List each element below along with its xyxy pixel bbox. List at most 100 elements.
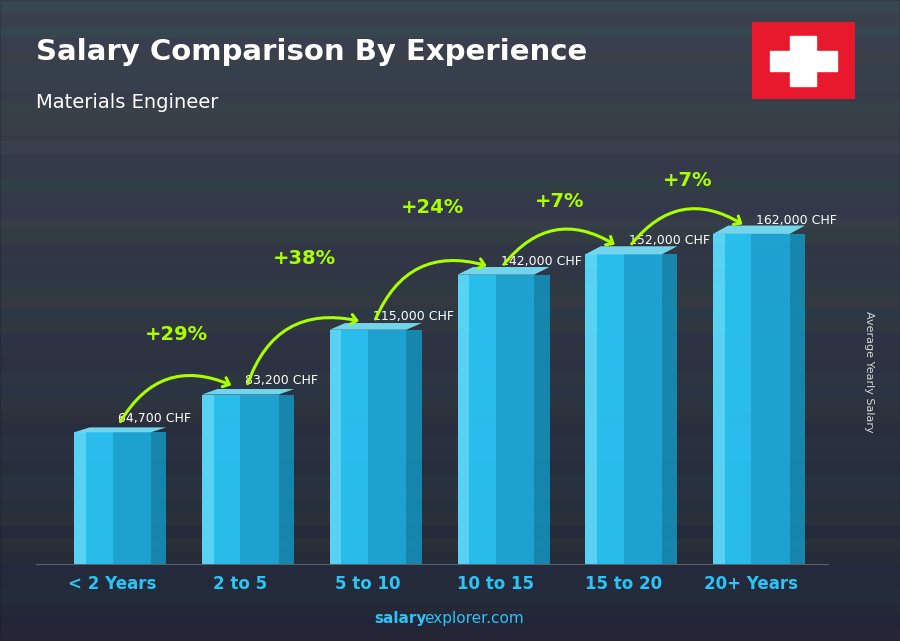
- Bar: [0, 0, 900, 13]
- Bar: [256, 394, 259, 564]
- Bar: [0, 128, 900, 141]
- Polygon shape: [585, 246, 678, 254]
- Bar: [755, 234, 759, 564]
- Bar: [728, 234, 733, 564]
- Bar: [469, 275, 473, 564]
- Polygon shape: [789, 234, 805, 564]
- Bar: [508, 275, 511, 564]
- Bar: [0, 244, 900, 256]
- Text: +24%: +24%: [400, 198, 464, 217]
- Bar: [140, 432, 143, 564]
- Bar: [0, 449, 900, 462]
- Bar: [380, 329, 383, 564]
- Bar: [0, 13, 900, 26]
- Bar: [0, 436, 900, 449]
- Bar: [399, 329, 402, 564]
- Text: +7%: +7%: [535, 192, 584, 211]
- Bar: [0, 410, 900, 423]
- Bar: [778, 234, 782, 564]
- Bar: [244, 394, 248, 564]
- Bar: [736, 234, 740, 564]
- Bar: [229, 394, 233, 564]
- Bar: [721, 234, 725, 564]
- Bar: [0, 564, 900, 577]
- Bar: [402, 329, 407, 564]
- Bar: [0, 115, 900, 128]
- Bar: [0, 487, 900, 500]
- Bar: [136, 432, 140, 564]
- Bar: [90, 432, 94, 564]
- Bar: [767, 234, 770, 564]
- Bar: [271, 394, 274, 564]
- Text: salary: salary: [374, 611, 427, 626]
- Bar: [101, 432, 105, 564]
- Bar: [786, 234, 789, 564]
- Text: explorer.com: explorer.com: [425, 611, 524, 626]
- Bar: [790, 36, 816, 86]
- Polygon shape: [407, 329, 422, 564]
- Polygon shape: [457, 267, 550, 275]
- Bar: [121, 432, 124, 564]
- Bar: [0, 51, 900, 64]
- Bar: [368, 329, 372, 564]
- Bar: [654, 254, 658, 564]
- Bar: [503, 275, 508, 564]
- Bar: [274, 394, 279, 564]
- Bar: [605, 254, 608, 564]
- Bar: [0, 141, 900, 154]
- Bar: [221, 394, 225, 564]
- Text: 152,000 CHF: 152,000 CHF: [629, 234, 710, 247]
- Bar: [627, 254, 631, 564]
- Bar: [585, 254, 590, 564]
- Bar: [0, 205, 900, 218]
- Text: +29%: +29%: [145, 325, 208, 344]
- Bar: [590, 254, 593, 564]
- Bar: [740, 234, 743, 564]
- Bar: [131, 432, 136, 564]
- Bar: [0, 90, 900, 103]
- Bar: [608, 254, 612, 564]
- Text: 115,000 CHF: 115,000 CHF: [374, 310, 454, 322]
- Polygon shape: [279, 394, 294, 564]
- Bar: [770, 234, 774, 564]
- Bar: [0, 179, 900, 192]
- Bar: [477, 275, 481, 564]
- Bar: [233, 394, 237, 564]
- Bar: [616, 254, 620, 564]
- Bar: [733, 234, 736, 564]
- Bar: [218, 394, 221, 564]
- Text: +7%: +7%: [662, 171, 712, 190]
- Bar: [763, 234, 767, 564]
- Bar: [109, 432, 112, 564]
- Bar: [0, 628, 900, 641]
- Polygon shape: [329, 323, 422, 329]
- Bar: [0, 538, 900, 551]
- Bar: [646, 254, 651, 564]
- Bar: [383, 329, 387, 564]
- Bar: [143, 432, 147, 564]
- Text: 64,700 CHF: 64,700 CHF: [118, 412, 191, 425]
- Bar: [472, 275, 477, 564]
- Bar: [770, 51, 837, 71]
- Bar: [225, 394, 229, 564]
- Bar: [631, 254, 635, 564]
- Text: 162,000 CHF: 162,000 CHF: [757, 214, 837, 227]
- Bar: [643, 254, 646, 564]
- Bar: [593, 254, 597, 564]
- Bar: [465, 275, 469, 564]
- Bar: [213, 394, 218, 564]
- Bar: [202, 394, 206, 564]
- Bar: [624, 254, 627, 564]
- Polygon shape: [202, 389, 294, 394]
- Bar: [0, 77, 900, 90]
- Bar: [713, 234, 717, 564]
- Bar: [0, 423, 900, 436]
- Bar: [252, 394, 256, 564]
- Bar: [651, 254, 654, 564]
- Bar: [0, 282, 900, 295]
- Bar: [0, 26, 900, 38]
- Bar: [0, 359, 900, 372]
- Bar: [124, 432, 128, 564]
- Bar: [481, 275, 484, 564]
- Bar: [0, 474, 900, 487]
